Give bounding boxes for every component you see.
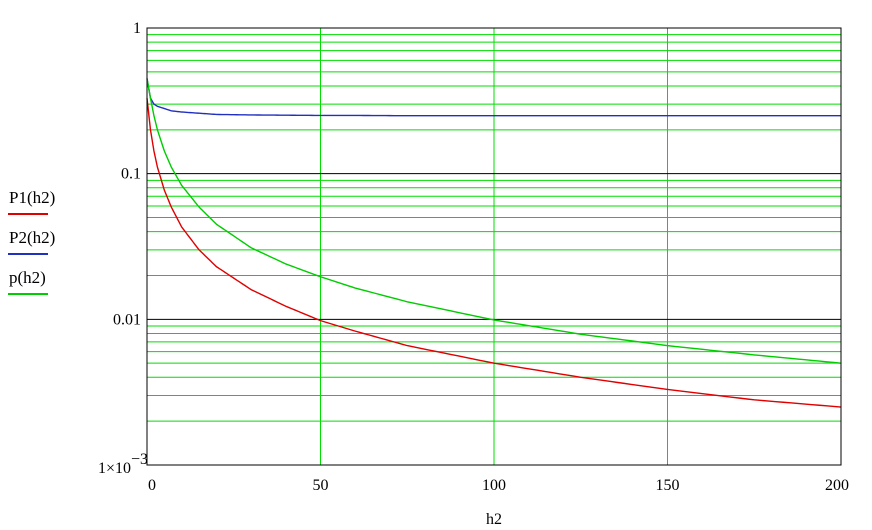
- legend-swatch-2: [8, 253, 48, 255]
- x-tick-labels: 0 50 100 150 200: [148, 477, 849, 494]
- y-tick-labels: 1×10−3 0.01 0.1 1: [98, 20, 148, 477]
- x-tick-label: 200: [825, 477, 849, 494]
- series-layer: [146, 78, 842, 408]
- x-tick-label: 150: [656, 477, 680, 494]
- y-tick-label: 0.1: [121, 166, 141, 183]
- x-axis-label: h2: [486, 511, 502, 528]
- y-tick-label: 0.01: [113, 311, 141, 328]
- plot-frame: [146, 27, 842, 466]
- series-line-2: [146, 78, 841, 117]
- y-tick-exponent: −3: [131, 451, 148, 468]
- series-line-1: [146, 98, 842, 408]
- y-tick-label: 1×10: [98, 460, 131, 477]
- series-line-3: [146, 78, 842, 364]
- legend-label-1: P1(h2): [9, 188, 56, 207]
- legend-label-3: p(h2): [9, 268, 46, 287]
- grid-minor: [147, 28, 841, 465]
- legend-label-2: P2(h2): [9, 228, 56, 247]
- y-tick-label: 1: [133, 20, 141, 37]
- x-tick-label: 0: [148, 477, 156, 494]
- x-tick-label: 50: [313, 477, 329, 494]
- legend-swatch-1: [8, 213, 48, 215]
- x-tick-label: 100: [482, 477, 506, 494]
- legend-swatch-3: [8, 293, 48, 295]
